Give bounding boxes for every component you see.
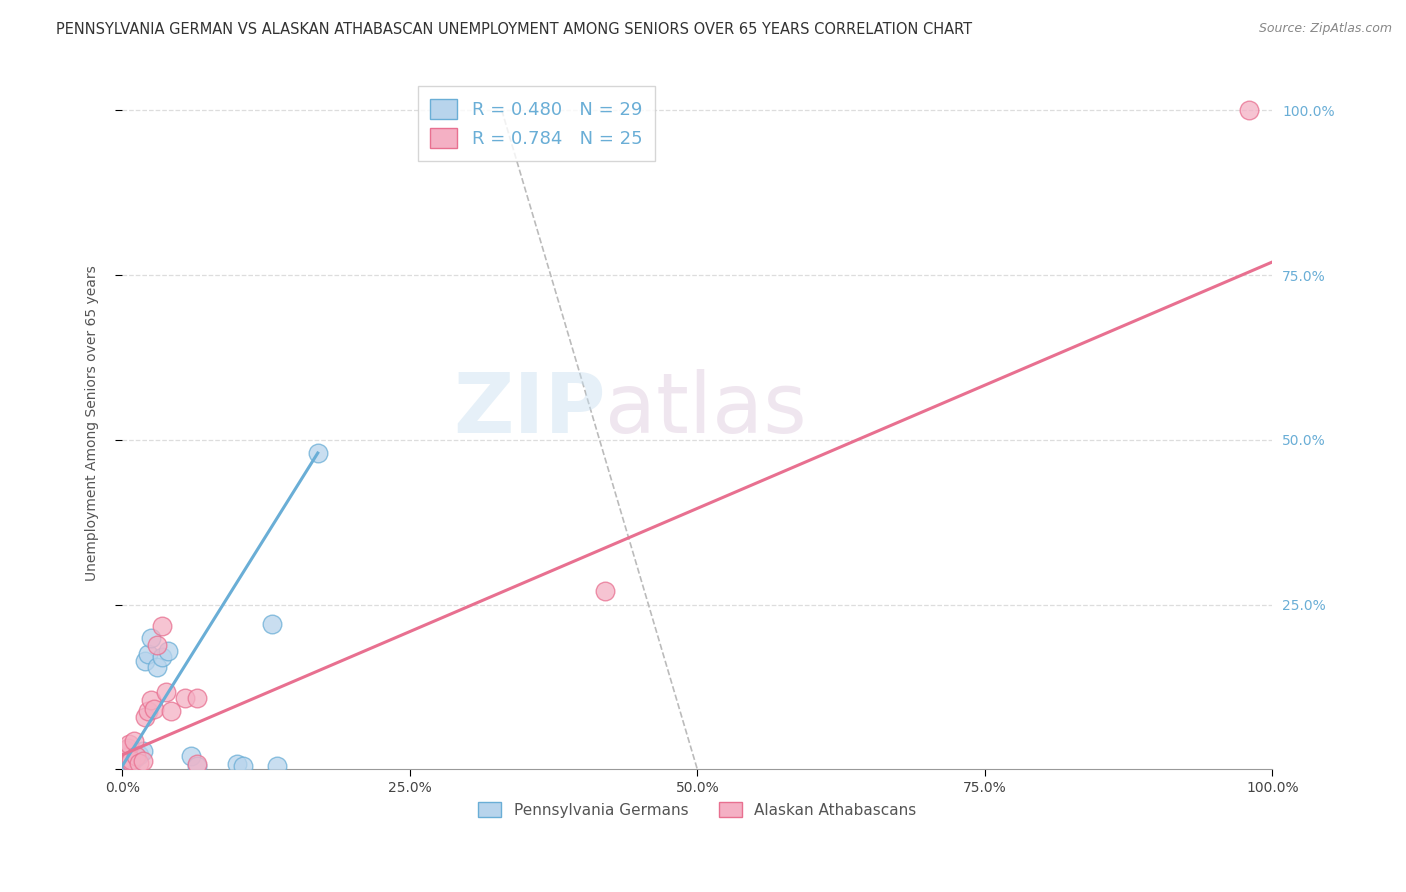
Text: ZIP: ZIP <box>453 369 606 450</box>
Point <box>114 757 136 772</box>
Point <box>155 684 177 698</box>
Point <box>180 749 202 764</box>
Point <box>114 742 136 756</box>
Point <box>112 749 135 764</box>
Point <box>115 750 138 764</box>
Point <box>115 760 138 774</box>
Text: Source: ZipAtlas.com: Source: ZipAtlas.com <box>1258 22 1392 36</box>
Point <box>132 744 155 758</box>
Point <box>595 584 617 599</box>
Point <box>128 756 150 770</box>
Point <box>117 756 139 771</box>
Point <box>134 654 156 668</box>
Point <box>307 446 329 460</box>
Point <box>134 709 156 723</box>
Text: PENNSYLVANIA GERMAN VS ALASKAN ATHABASCAN UNEMPLOYMENT AMONG SENIORS OVER 65 YEA: PENNSYLVANIA GERMAN VS ALASKAN ATHABASCA… <box>56 22 973 37</box>
Point <box>266 759 288 773</box>
Point <box>120 757 142 772</box>
Point <box>139 693 162 707</box>
Point <box>122 752 145 766</box>
Point <box>120 753 142 767</box>
Point <box>118 737 141 751</box>
Point <box>120 755 142 769</box>
Point <box>120 756 142 770</box>
Point <box>118 759 141 773</box>
Point <box>143 701 166 715</box>
Point <box>125 749 148 764</box>
Point <box>132 755 155 769</box>
Point <box>136 647 159 661</box>
Point <box>145 639 167 653</box>
Point <box>145 660 167 674</box>
Text: atlas: atlas <box>606 369 807 450</box>
Point <box>186 757 208 772</box>
Legend: Pennsylvania Germans, Alaskan Athabascans: Pennsylvania Germans, Alaskan Athabascan… <box>472 796 922 824</box>
Point <box>115 758 138 772</box>
Point <box>186 759 208 773</box>
Point <box>136 704 159 718</box>
Point <box>114 759 136 773</box>
Y-axis label: Unemployment Among Seniors over 65 years: Unemployment Among Seniors over 65 years <box>86 266 100 582</box>
Point <box>139 631 162 645</box>
Point <box>159 704 181 718</box>
Point <box>114 742 136 756</box>
Point <box>122 734 145 748</box>
Point <box>1239 103 1261 118</box>
Point <box>114 759 136 773</box>
Point <box>125 750 148 764</box>
Point <box>117 741 139 756</box>
Point <box>260 617 283 632</box>
Point <box>152 618 174 632</box>
Point <box>232 759 254 773</box>
Point <box>186 691 208 706</box>
Point <box>157 643 180 657</box>
Point <box>128 747 150 762</box>
Point <box>117 759 139 773</box>
Point <box>114 758 136 772</box>
Point <box>152 650 174 665</box>
Point <box>226 757 249 772</box>
Point <box>112 760 135 774</box>
Point <box>174 691 197 706</box>
